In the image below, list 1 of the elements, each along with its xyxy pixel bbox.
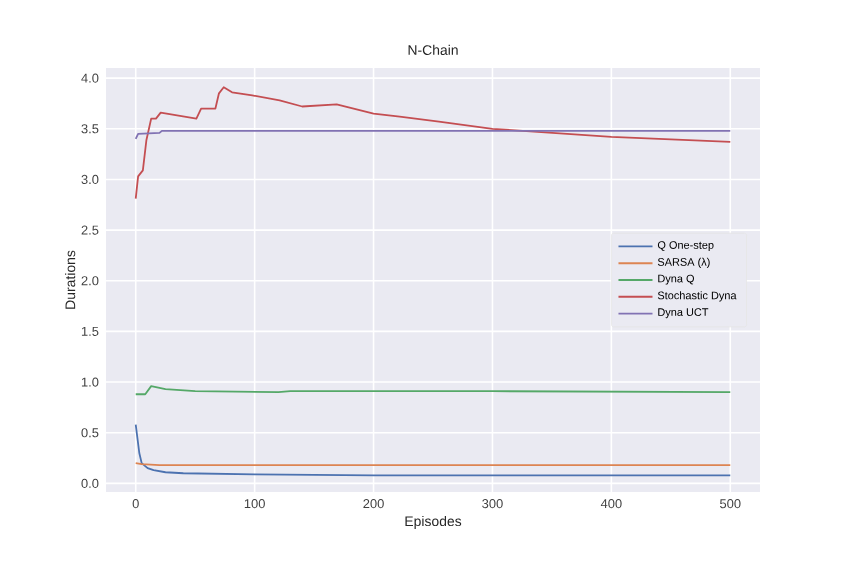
line-series xyxy=(134,86,732,200)
